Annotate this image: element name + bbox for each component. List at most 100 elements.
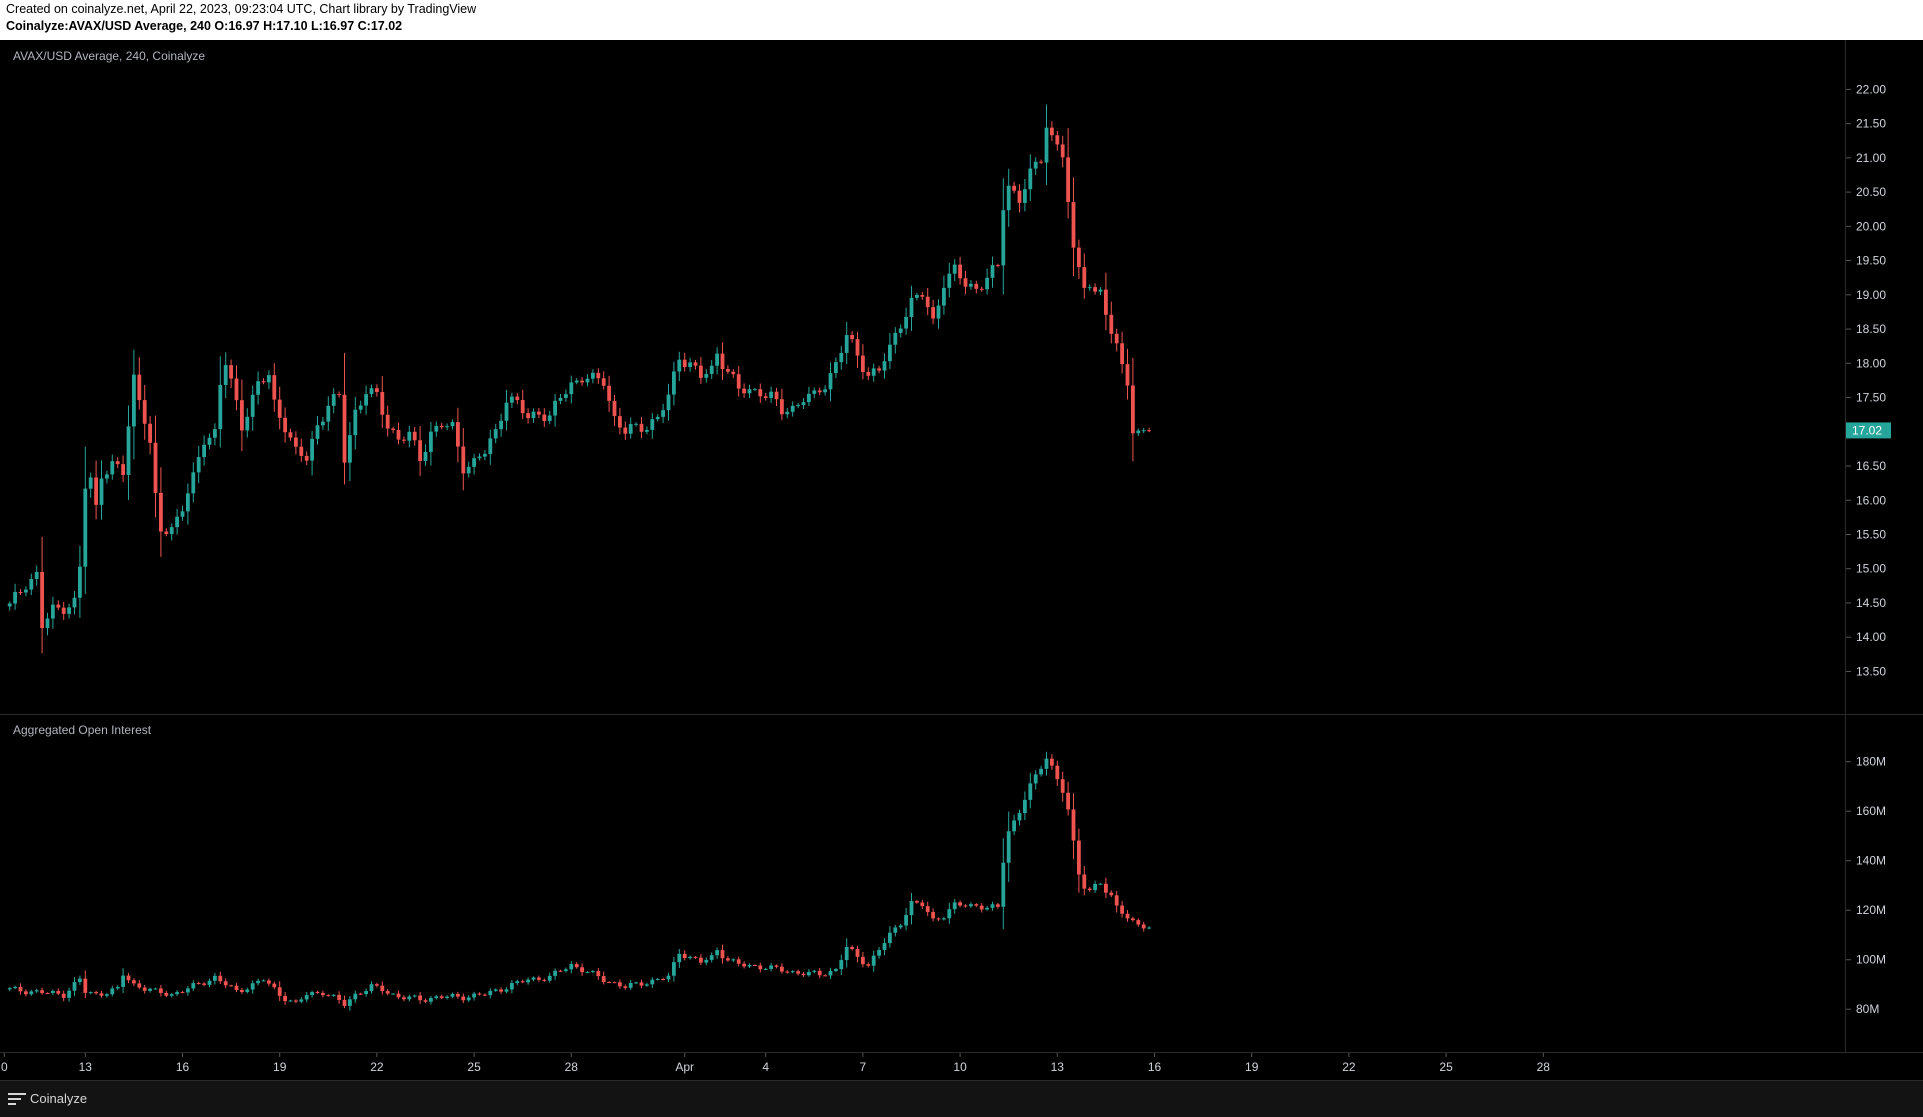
candle-down[interactable] <box>24 991 28 995</box>
candle-up[interactable] <box>1098 289 1103 292</box>
candle-up[interactable] <box>213 975 217 981</box>
candle-down[interactable] <box>763 396 768 398</box>
candle-down[interactable] <box>1077 247 1081 268</box>
candle-down[interactable] <box>931 912 935 919</box>
candle-down[interactable] <box>45 992 50 994</box>
candle-up[interactable] <box>466 997 471 1001</box>
candle-up[interactable] <box>807 393 811 403</box>
candle-up[interactable] <box>407 431 412 441</box>
candle-up[interactable] <box>747 389 752 394</box>
candle-up[interactable] <box>909 297 914 318</box>
candle-up[interactable] <box>731 959 736 961</box>
candle-down[interactable] <box>780 399 784 415</box>
candle-up[interactable] <box>488 990 493 996</box>
candle-up[interactable] <box>450 993 455 997</box>
candle-up[interactable] <box>564 394 568 398</box>
candle-down[interactable] <box>618 416 622 428</box>
candle-up[interactable] <box>364 394 368 406</box>
candle-down[interactable] <box>1147 430 1151 432</box>
candle-down[interactable] <box>936 918 941 920</box>
candle-up[interactable] <box>531 411 536 419</box>
candle-up[interactable] <box>510 983 514 990</box>
candle-down[interactable] <box>94 992 98 994</box>
candle-down[interactable] <box>159 492 163 532</box>
candle-up[interactable] <box>844 335 849 353</box>
candle-down[interactable] <box>1109 892 1114 896</box>
candle-down[interactable] <box>267 980 271 984</box>
candle-up[interactable] <box>493 429 498 439</box>
candle-up[interactable] <box>985 277 989 290</box>
candle-up[interactable] <box>645 984 649 986</box>
candle-down[interactable] <box>796 971 800 974</box>
candle-up[interactable] <box>655 978 660 980</box>
candle-up[interactable] <box>547 415 552 421</box>
candle-up[interactable] <box>191 983 196 989</box>
candle-up[interactable] <box>78 566 82 598</box>
candle-down[interactable] <box>580 380 584 383</box>
candle-up[interactable] <box>688 956 692 959</box>
candle-up[interactable] <box>72 597 77 608</box>
candle-down[interactable] <box>240 989 244 992</box>
candle-down[interactable] <box>272 375 277 400</box>
candle-down[interactable] <box>288 432 293 438</box>
candle-up[interactable] <box>196 457 201 473</box>
candle-down[interactable] <box>1131 918 1135 921</box>
candle-down[interactable] <box>277 987 282 996</box>
candle-down[interactable] <box>623 986 628 988</box>
candle-up[interactable] <box>709 955 714 960</box>
candle-up[interactable] <box>893 332 898 345</box>
candle-up[interactable] <box>591 971 595 973</box>
candle-up[interactable] <box>504 402 509 421</box>
candle-up[interactable] <box>1023 189 1027 203</box>
candle-down[interactable] <box>774 965 779 967</box>
candle-down[interactable] <box>1055 765 1060 780</box>
candle-down[interactable] <box>461 996 466 1001</box>
candle-up[interactable] <box>666 394 671 411</box>
candle-down[interactable] <box>1077 840 1081 875</box>
candle-up[interactable] <box>634 423 638 425</box>
candle-down[interactable] <box>1141 924 1146 929</box>
candle-down[interactable] <box>477 993 482 995</box>
candle-up[interactable] <box>753 389 757 391</box>
candle-down[interactable] <box>1066 157 1070 203</box>
candle-up[interactable] <box>477 456 482 459</box>
candle-down[interactable] <box>774 391 779 400</box>
candle-down[interactable] <box>693 362 698 366</box>
candle-down[interactable] <box>682 953 687 959</box>
candle-up[interactable] <box>110 988 115 995</box>
candle-up[interactable] <box>553 970 557 976</box>
candle-up[interactable] <box>969 283 973 287</box>
candle-down[interactable] <box>385 414 390 429</box>
candle-up[interactable] <box>434 425 439 432</box>
candle-down[interactable] <box>861 956 865 965</box>
candle-down[interactable] <box>520 399 525 414</box>
candle-down[interactable] <box>159 988 163 993</box>
candle-up[interactable] <box>299 999 304 1002</box>
candle-down[interactable] <box>1082 267 1087 288</box>
candle-down[interactable] <box>1017 190 1022 203</box>
candle-down[interactable] <box>1114 333 1119 344</box>
candle-down[interactable] <box>148 423 152 443</box>
candle-down[interactable] <box>861 355 865 372</box>
candle-up[interactable] <box>369 388 374 395</box>
candle-up[interactable] <box>882 361 887 371</box>
chart-area[interactable]: AVAX/USD Average, 240, Coinalyze 22.00 21.… <box>0 40 1923 1080</box>
candle-up[interactable] <box>348 435 352 463</box>
open-interest-pane[interactable]: Aggregated Open Interest 180M 160M 140M 120M… <box>7 723 1886 1016</box>
candle-down[interactable] <box>963 278 968 287</box>
candle-down[interactable] <box>612 400 617 417</box>
candle-down[interactable] <box>137 983 142 988</box>
candle-down[interactable] <box>1093 287 1097 292</box>
candle-down[interactable] <box>785 971 790 973</box>
candle-up[interactable] <box>677 953 682 963</box>
candle-down[interactable] <box>866 371 871 376</box>
candle-up[interactable] <box>898 925 903 928</box>
candle-up[interactable] <box>952 902 957 910</box>
candle-up[interactable] <box>493 989 498 991</box>
candle-down[interactable] <box>542 414 547 421</box>
candle-down[interactable] <box>920 902 925 907</box>
candle-up[interactable] <box>1039 768 1043 775</box>
candle-up[interactable] <box>985 907 989 910</box>
candle-up[interactable] <box>1087 287 1092 289</box>
candle-up[interactable] <box>672 962 676 976</box>
